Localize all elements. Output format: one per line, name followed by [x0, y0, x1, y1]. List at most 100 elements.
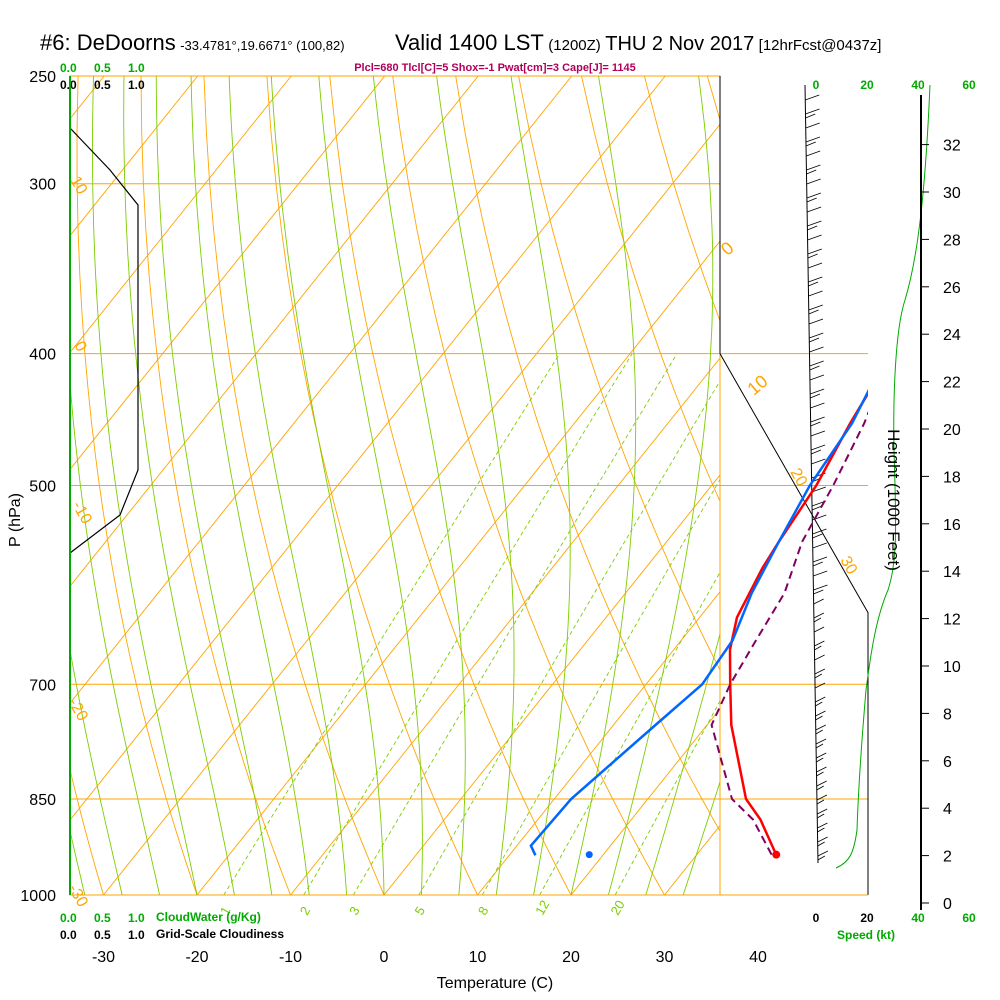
cloudwater-label: CloudWater (g/Kg) [156, 910, 261, 924]
wind-barb [805, 113, 816, 119]
dry-adiabat-line [455, 76, 720, 832]
mixing-ratio-line [352, 353, 678, 895]
wind-barb [813, 612, 825, 619]
height-tick-label: 18 [943, 469, 961, 486]
stability-indices: Plcl=680 Tlcl[C]=5 Shox=-1 Pwat[cm]=3 Ca… [354, 62, 636, 74]
moist-adiabat-line [570, 76, 637, 895]
wind-barb [816, 813, 825, 819]
wind-barb [817, 836, 828, 843]
wind-barb [816, 780, 827, 787]
dry-adiabats [70, 76, 1000, 895]
height-tick-label: 30 [943, 185, 961, 202]
pressure-tick-label: 400 [29, 347, 56, 364]
wind-barb [813, 598, 824, 605]
mixing-ratio-label: 3 [346, 904, 363, 918]
temperature-tick-label: -10 [279, 949, 302, 966]
wind-barb [816, 794, 828, 801]
pressure-tick-label: 1000 [20, 888, 56, 905]
pressure-tick-label: 500 [29, 479, 56, 496]
wind-speed-tick: 40 [911, 78, 925, 92]
mixing-ratio-label: 5 [412, 904, 429, 918]
cloud-scale-tick: 0.0 [60, 78, 77, 92]
wind-barb [817, 822, 828, 829]
height-tick-label: 26 [943, 280, 961, 297]
wind-barb [814, 682, 826, 689]
wind-barb [813, 584, 828, 591]
wind-barb [807, 262, 823, 269]
wind-barb [815, 710, 826, 717]
wind-barb [817, 841, 825, 847]
wind-barb [809, 374, 825, 381]
pressure-tick-label: 250 [29, 69, 56, 86]
panel-edge [719, 353, 869, 895]
moist-adiabat-line [0, 76, 10, 895]
wind-barb [810, 449, 822, 455]
isotherm-line [70, 76, 386, 471]
wind-barb [816, 766, 827, 773]
temperature-tick-label: 10 [469, 949, 487, 966]
x-axis-label: Temperature (C) [437, 975, 553, 992]
wind-barb [816, 785, 824, 791]
cloud-scale-tick: 0.0 [60, 61, 77, 75]
dry-adiabat-line [329, 76, 572, 895]
temperature-tick-label: -30 [92, 949, 115, 966]
valid-time: Valid 1400 LST (1200Z) THU 2 Nov 2017 [1… [395, 30, 881, 56]
mixing-ratio-line [223, 353, 560, 895]
mixing-ratio-line [481, 478, 720, 895]
wind-barb [810, 388, 825, 395]
wind-barb [815, 701, 823, 707]
wind-speed-tick: 20 [860, 78, 874, 92]
wind-barb [810, 402, 825, 409]
dry-adiabat-line [581, 76, 720, 503]
dry-adiabat-line [643, 76, 720, 322]
isotherm-label: 20 [787, 466, 811, 490]
wind-speed-tick: 0 [813, 911, 820, 925]
wind-barb [814, 640, 825, 647]
forecast-info: [12hrFcst@0437z] [758, 37, 882, 54]
pressure-tick-label: 700 [29, 677, 56, 694]
wind-barb [806, 164, 821, 171]
wind-barb [805, 94, 820, 101]
temperature-tick-label: 30 [656, 949, 674, 966]
wind-barb [816, 799, 825, 805]
height-tick-label: 8 [943, 706, 952, 723]
wind-barb [809, 332, 824, 339]
wind-barb [810, 430, 825, 437]
wind-barb [815, 715, 823, 721]
isotherm-line [477, 591, 720, 895]
isotherm-label: 10 [67, 174, 91, 198]
wind-barb [806, 178, 821, 185]
valid-lst: Valid 1400 LST [395, 30, 544, 55]
wind-barb [812, 533, 823, 539]
cloud-scale-tick: 0.5 [94, 61, 111, 75]
mixing-ratio-label: 12 [532, 898, 552, 918]
temperature-tick-label: -20 [185, 949, 208, 966]
height-tick-label: 22 [943, 375, 961, 392]
pressure-tick-label: 300 [29, 177, 56, 194]
dry-adiabat-line [140, 76, 291, 895]
height-tick-label: 24 [943, 327, 961, 344]
height-tick-label: 28 [943, 232, 961, 249]
moist-adiabat-line [372, 76, 466, 895]
cloudiness-label: Grid-Scale Cloudiness [156, 927, 284, 941]
mixing-ratio-label: 8 [475, 904, 492, 918]
height-tick-label: 6 [943, 754, 952, 771]
y-axis-label: P (hPa) [7, 493, 24, 547]
isotherm-label-upper: 10 [743, 371, 771, 399]
wind-barb [808, 281, 819, 287]
isotherm-label: 30 [837, 554, 861, 578]
temperature-tick-label: 20 [562, 949, 580, 966]
wind-barb [806, 192, 822, 199]
wind-barb [816, 752, 827, 759]
wind-barb [813, 626, 825, 633]
wind-barb [817, 850, 829, 857]
wind-barb [812, 561, 823, 567]
wind-barb [811, 458, 826, 465]
wind-barb [813, 617, 822, 623]
dry-adiabat-line [959, 76, 1000, 895]
wind-barb [808, 318, 824, 325]
dry-adiabat-line [70, 767, 104, 895]
wind-barb [807, 220, 822, 227]
moist-adiabat-line [70, 377, 161, 895]
